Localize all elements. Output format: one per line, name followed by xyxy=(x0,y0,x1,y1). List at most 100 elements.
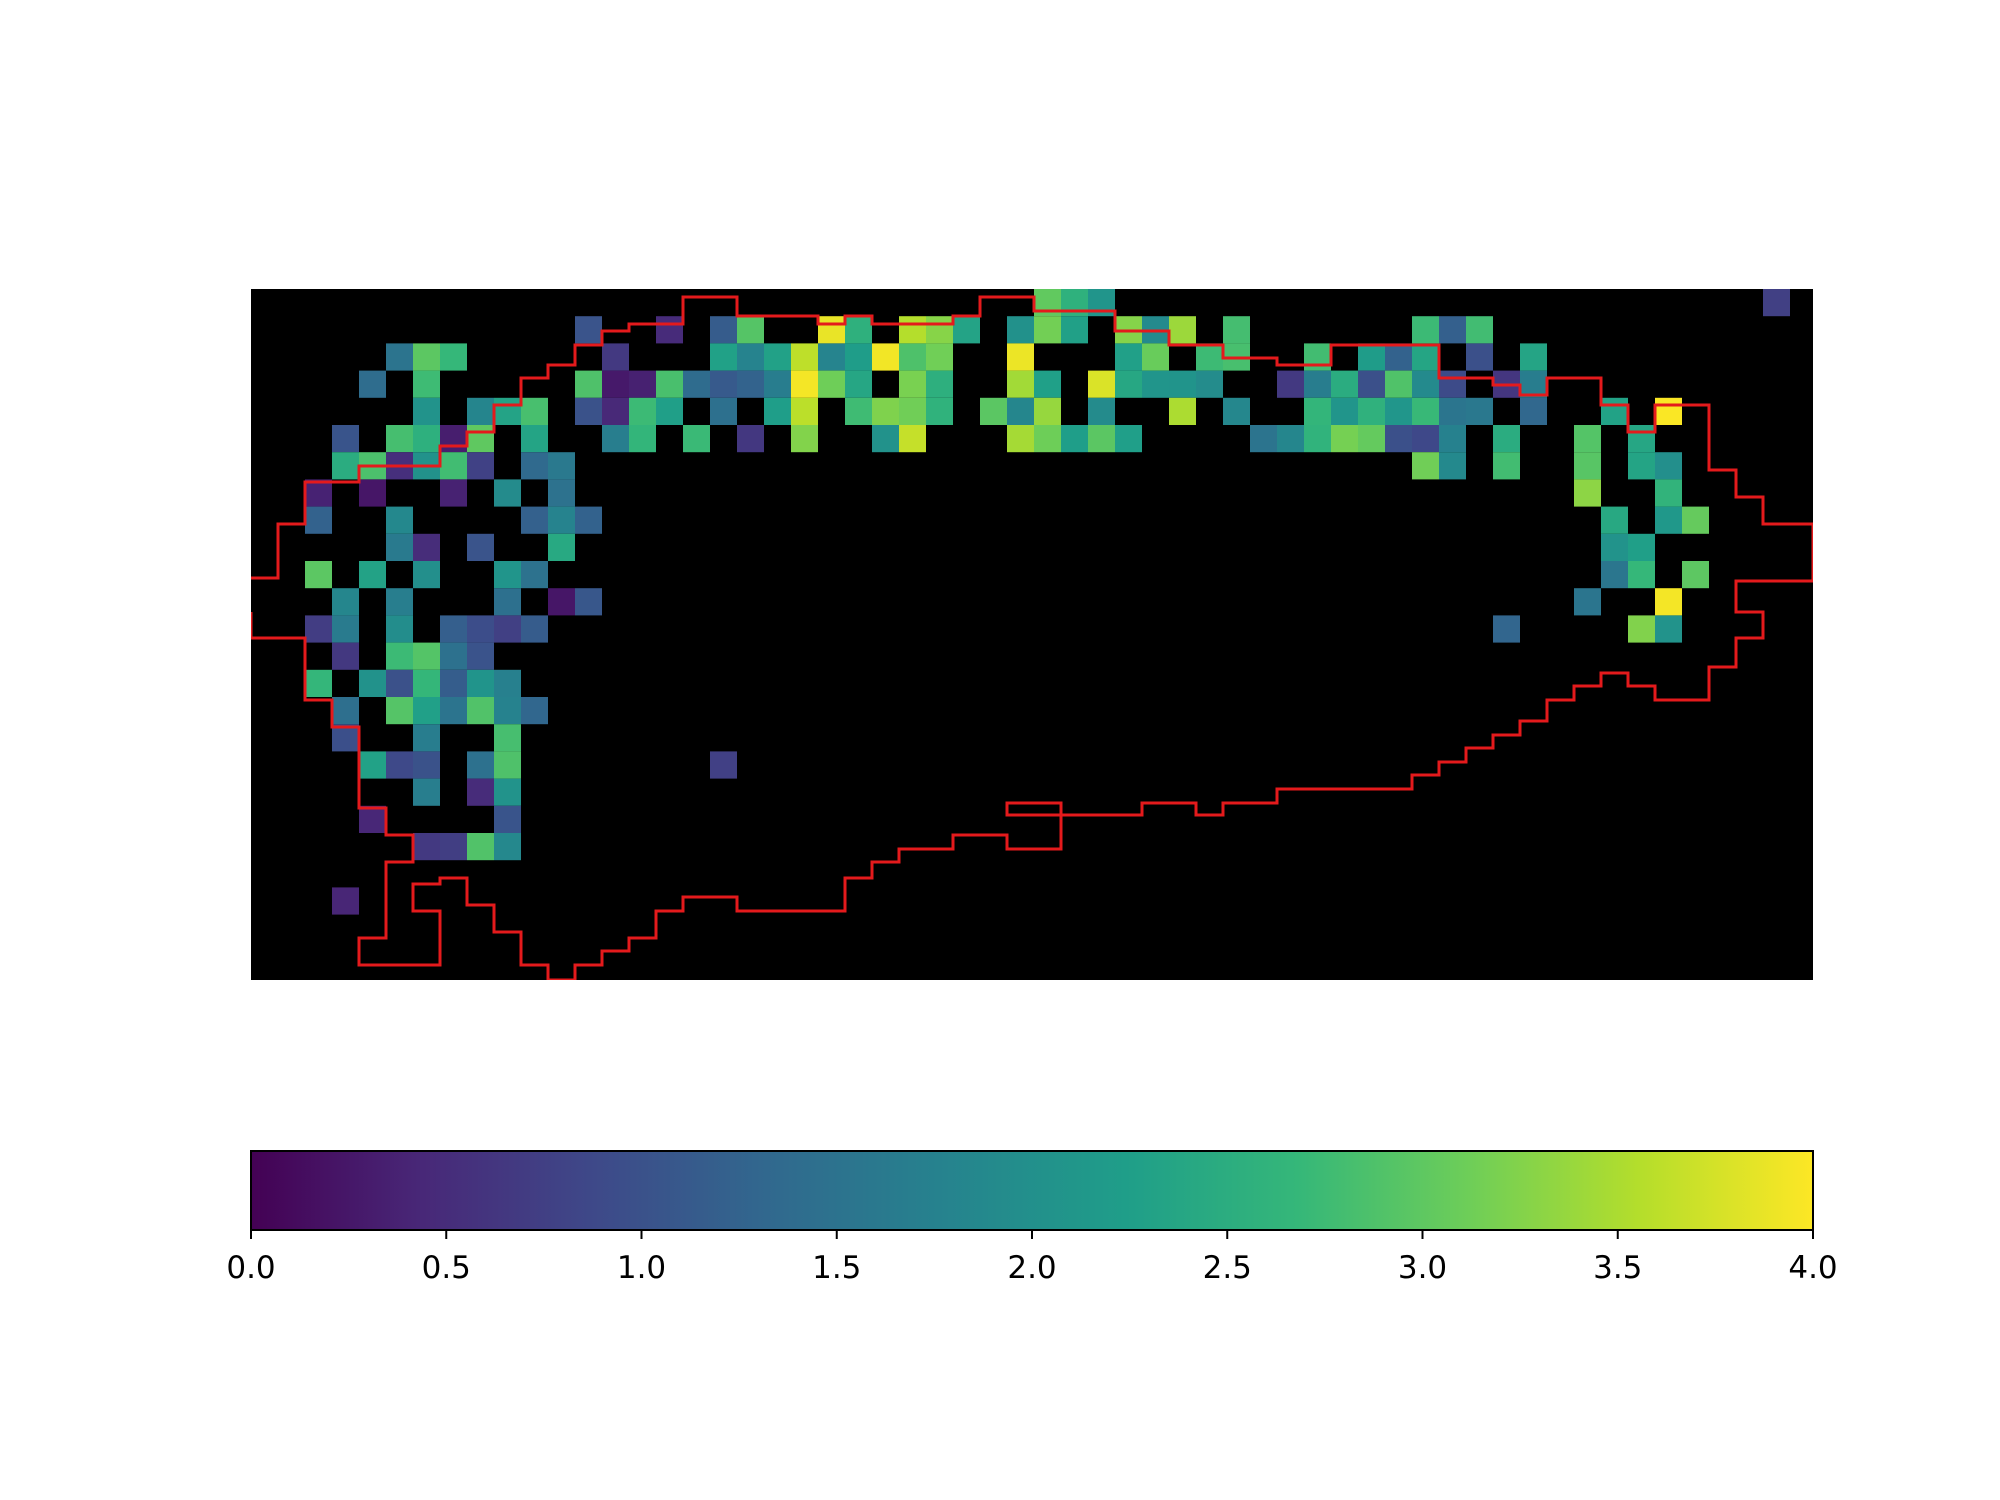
heatmap-cell xyxy=(548,588,575,616)
heatmap-cell xyxy=(359,669,386,697)
heatmap-cell xyxy=(737,343,764,371)
heatmap-cell xyxy=(440,343,467,371)
heatmap-cell xyxy=(764,370,791,398)
heatmap-cell xyxy=(467,697,494,725)
heatmap-cell xyxy=(1466,397,1493,425)
heatmap-cell xyxy=(575,506,602,534)
heatmap-cell xyxy=(305,615,332,643)
heatmap-cell xyxy=(1682,561,1709,589)
heatmap-cell xyxy=(1385,343,1412,371)
heatmap-cell xyxy=(494,397,521,425)
heatmap-cell xyxy=(521,397,548,425)
heatmap-cell xyxy=(413,370,440,398)
colorbar-tick-label: 3.5 xyxy=(1593,1250,1642,1286)
heatmap-cell xyxy=(737,316,764,344)
heatmap-cell xyxy=(872,343,899,371)
heatmap-cell xyxy=(467,642,494,670)
heatmap-cell xyxy=(1520,343,1547,371)
heatmap-cell xyxy=(1034,370,1061,398)
heatmap-cell xyxy=(1061,316,1088,344)
heatmap-cell xyxy=(440,642,467,670)
heatmap-cell xyxy=(1115,343,1142,371)
heatmap-cell xyxy=(1682,506,1709,534)
heatmap-cell xyxy=(386,751,413,779)
heatmap-outline xyxy=(251,295,1813,980)
heatmap-cell xyxy=(1169,397,1196,425)
heatmap xyxy=(251,289,1813,980)
heatmap-cell xyxy=(1007,425,1034,453)
heatmap-cell xyxy=(980,397,1007,425)
heatmap-cell xyxy=(791,397,818,425)
heatmap-cell xyxy=(467,751,494,779)
heatmap-cell xyxy=(467,778,494,806)
heatmap-cell xyxy=(845,370,872,398)
heatmap-cell xyxy=(1763,289,1790,317)
heatmap-cell xyxy=(440,425,467,453)
heatmap-cell xyxy=(1250,425,1277,453)
heatmap-cell xyxy=(1088,370,1115,398)
heatmap-cell xyxy=(1439,425,1466,453)
heatmap-cell xyxy=(1142,343,1169,371)
heatmap-cell xyxy=(1412,425,1439,453)
heatmap-cell xyxy=(1601,397,1628,425)
heatmap-cell xyxy=(1412,370,1439,398)
colorbar-tick-label: 0.0 xyxy=(226,1250,275,1286)
heatmap-cell xyxy=(656,397,683,425)
heatmap-cell xyxy=(1466,343,1493,371)
heatmap-cell xyxy=(494,588,521,616)
heatmap-cell xyxy=(656,370,683,398)
heatmap-cell xyxy=(845,343,872,371)
colorbar-tick-label: 1.0 xyxy=(617,1250,666,1286)
heatmap-cell xyxy=(1277,425,1304,453)
heatmap-cell xyxy=(791,343,818,371)
heatmap-cell xyxy=(602,397,629,425)
heatmap-cell xyxy=(413,724,440,752)
heatmap-cell xyxy=(386,506,413,534)
heatmap-cell xyxy=(386,343,413,371)
colorbar-gradient xyxy=(250,1150,1814,1231)
heatmap-cell xyxy=(413,343,440,371)
heatmap-cell xyxy=(1412,316,1439,344)
heatmap-cell xyxy=(737,370,764,398)
heatmap-cell xyxy=(1385,425,1412,453)
heatmap-cell xyxy=(1493,452,1520,480)
heatmap-cell xyxy=(1493,615,1520,643)
cell-region-outline xyxy=(251,295,1813,980)
heatmap-cell xyxy=(872,397,899,425)
heatmap-cell xyxy=(1304,397,1331,425)
heatmap-cell xyxy=(1358,343,1385,371)
heatmap-cell xyxy=(1574,588,1601,616)
heatmap-cell xyxy=(1412,343,1439,371)
heatmap-cell xyxy=(575,397,602,425)
heatmap-cell xyxy=(1196,343,1223,371)
heatmap-cell xyxy=(359,751,386,779)
heatmap-cell xyxy=(818,316,845,344)
heatmap-cell xyxy=(521,452,548,480)
heatmap-cell xyxy=(629,425,656,453)
colorbar-tick-label: 2.5 xyxy=(1203,1250,1252,1286)
heatmap-cell xyxy=(467,669,494,697)
heatmap-cell xyxy=(332,615,359,643)
heatmap-cell xyxy=(521,425,548,453)
heatmap-cell xyxy=(1412,452,1439,480)
heatmap-cell xyxy=(1331,425,1358,453)
heatmap-cell xyxy=(683,370,710,398)
heatmap-cell xyxy=(467,833,494,861)
heatmap-cell xyxy=(359,479,386,507)
colorbar: 0.0 0.5 1.0 1.5 2.0 2.5 3.0 3.5 4.0 xyxy=(226,1150,1838,1286)
heatmap-cell xyxy=(440,479,467,507)
heatmap-cell xyxy=(494,479,521,507)
heatmap-cell xyxy=(926,343,953,371)
heatmap-cell xyxy=(872,425,899,453)
heatmap-cell xyxy=(1628,561,1655,589)
heatmap-cell xyxy=(413,778,440,806)
heatmap-cell xyxy=(1520,370,1547,398)
heatmap-cell xyxy=(764,343,791,371)
heatmap-cell xyxy=(1628,615,1655,643)
heatmap-cell xyxy=(494,751,521,779)
heatmap-cell xyxy=(494,778,521,806)
heatmap-cell xyxy=(1169,316,1196,344)
heatmap-cell xyxy=(629,397,656,425)
colorbar-tick-label: 0.5 xyxy=(422,1250,471,1286)
heatmap-cell xyxy=(737,425,764,453)
